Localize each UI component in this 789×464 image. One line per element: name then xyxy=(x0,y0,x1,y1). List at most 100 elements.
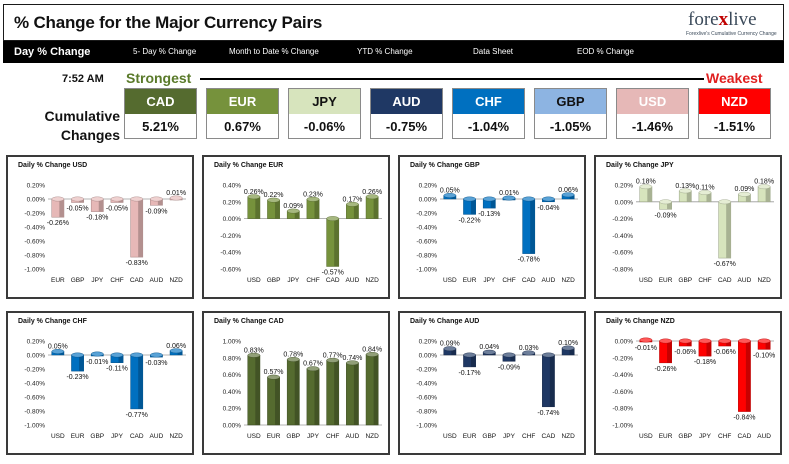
data-label: 0.05% xyxy=(440,188,460,195)
bar-shade xyxy=(686,341,692,347)
bar-eur xyxy=(51,196,65,218)
bar-cap xyxy=(365,194,379,200)
bar-nzd xyxy=(365,194,379,219)
category-label: GBP xyxy=(482,433,496,440)
bar-cad xyxy=(718,199,732,259)
currency-box-gbp: GBP -1.05% xyxy=(534,88,607,139)
currency-box-usd: USD -1.46% xyxy=(616,88,689,139)
y-tick-label: -0.40% xyxy=(24,381,45,388)
data-label: 0.78% xyxy=(283,351,303,358)
chart-title: Daily % Change CAD xyxy=(214,318,284,325)
bar-eur xyxy=(71,352,84,372)
category-label: NZD xyxy=(561,433,575,440)
currency-name: AUD xyxy=(371,89,442,114)
nav-day-change[interactable]: Day % Change xyxy=(14,46,91,58)
bar-usd xyxy=(639,337,653,343)
y-tick-label: -0.40% xyxy=(612,372,633,379)
category-label: CHF xyxy=(522,433,535,440)
bar-cap xyxy=(169,348,183,354)
category-label: JPY xyxy=(307,433,320,440)
currency-box-chf: CHF -1.04% xyxy=(452,88,525,139)
category-label: NZD xyxy=(365,277,379,284)
bar-aud xyxy=(150,352,163,358)
page-title: % Change for the Major Currency Pairs xyxy=(14,13,323,32)
bar-shade xyxy=(745,194,751,202)
bar-cap xyxy=(247,194,261,200)
bar-jpy xyxy=(698,338,712,357)
bar-cap xyxy=(51,196,65,202)
category-label: JPY xyxy=(287,277,300,284)
bar-cap xyxy=(306,196,320,202)
category-label: CAD xyxy=(718,277,732,284)
data-label: 0.09% xyxy=(734,186,754,193)
bar-cad xyxy=(738,338,751,412)
chart-svg: 0.20% 0.00% -0.20% -0.40% -0.60% -0.80% -1.00%… xyxy=(24,339,186,441)
data-label: 0.74% xyxy=(342,355,362,362)
bar-cap xyxy=(286,357,300,362)
y-tick-label: -0.80% xyxy=(416,253,437,260)
y-tick-label: -0.60% xyxy=(612,389,633,396)
bar-cap xyxy=(639,184,653,190)
chart-panel-usd: Daily % Change USD 0.20% 0.00% -0.20% -0.40%… xyxy=(6,155,194,299)
currency-change-value: -0.75% xyxy=(385,119,428,134)
bar-shade xyxy=(373,354,379,425)
category-label: USD xyxy=(443,277,457,284)
bar-shade xyxy=(667,341,672,363)
currency-name: NZD xyxy=(699,89,770,114)
bar-cad xyxy=(326,216,340,267)
nav-eod-change[interactable]: EOD % Change xyxy=(577,47,634,56)
bar-shade xyxy=(177,350,183,355)
data-label: 0.06% xyxy=(558,187,578,194)
bar-cap xyxy=(678,338,692,344)
category-label: NZD xyxy=(365,433,379,440)
bar-eur xyxy=(659,338,672,364)
chart-title: Daily % Change EUR xyxy=(214,162,284,169)
y-tick-label: -1.00% xyxy=(416,267,437,274)
y-tick-label: -0.40% xyxy=(220,250,241,257)
category-label: CHF xyxy=(718,433,731,440)
currency-name: USD xyxy=(617,89,688,114)
bar-jpy xyxy=(482,196,496,209)
bar-cap xyxy=(639,337,653,343)
chart-svg: 0.00% -0.20% -0.40% -0.60% -0.80% -1.00% -0.01… xyxy=(612,337,775,440)
bar-shade xyxy=(255,196,260,219)
currency-box-nzd: NZD -1.51% xyxy=(698,88,771,139)
bar-cap xyxy=(267,374,280,380)
bar-cad xyxy=(542,352,555,408)
y-tick-label: -0.40% xyxy=(24,225,45,232)
bar-cap xyxy=(71,196,84,202)
category-label: GBP xyxy=(267,277,281,284)
y-tick-label: -0.20% xyxy=(612,216,633,223)
data-label: 0.04% xyxy=(479,344,499,351)
nav-5-day-change[interactable]: 5- Day % Change xyxy=(133,47,197,56)
bar-chf xyxy=(718,338,732,347)
category-label: CHF xyxy=(502,277,515,284)
forexlive-logo[interactable]: forexlive Forexlive's Cumulative Currenc… xyxy=(680,9,780,39)
nav-ytd-change[interactable]: YTD % Change xyxy=(357,47,413,56)
category-label: AUD xyxy=(542,277,556,284)
category-label: USD xyxy=(247,433,261,440)
y-tick-label: 0.20% xyxy=(419,339,438,346)
bar-aud xyxy=(738,191,751,203)
data-label: -0.57% xyxy=(322,269,344,276)
data-label: -0.05% xyxy=(66,206,88,213)
nav-data-sheet[interactable]: Data Sheet xyxy=(473,47,514,56)
y-tick-label: -0.60% xyxy=(612,250,633,257)
bar-shade xyxy=(667,201,672,210)
currency-name: GBP xyxy=(535,89,606,114)
page-header: % Change for the Major Currency Pairs fo… xyxy=(3,4,784,41)
y-tick-label: 0.00% xyxy=(223,423,242,430)
bar-cap xyxy=(757,184,771,190)
bar-cap xyxy=(502,352,516,358)
data-label: 0.18% xyxy=(754,179,774,186)
bar-shade xyxy=(98,199,104,212)
data-label: -0.23% xyxy=(66,374,88,381)
bar-shade xyxy=(451,348,456,355)
data-label: 0.84% xyxy=(362,346,382,353)
bar-shade xyxy=(765,341,771,350)
category-label: NZD xyxy=(561,277,575,284)
y-tick-label: 0.00% xyxy=(419,197,438,204)
nav-month-to-date-change[interactable]: Month to Date % Change xyxy=(229,47,319,56)
data-label: 0.05% xyxy=(48,344,68,351)
logo-tagline: Forexlive's Cumulative Currency Change xyxy=(686,31,777,37)
